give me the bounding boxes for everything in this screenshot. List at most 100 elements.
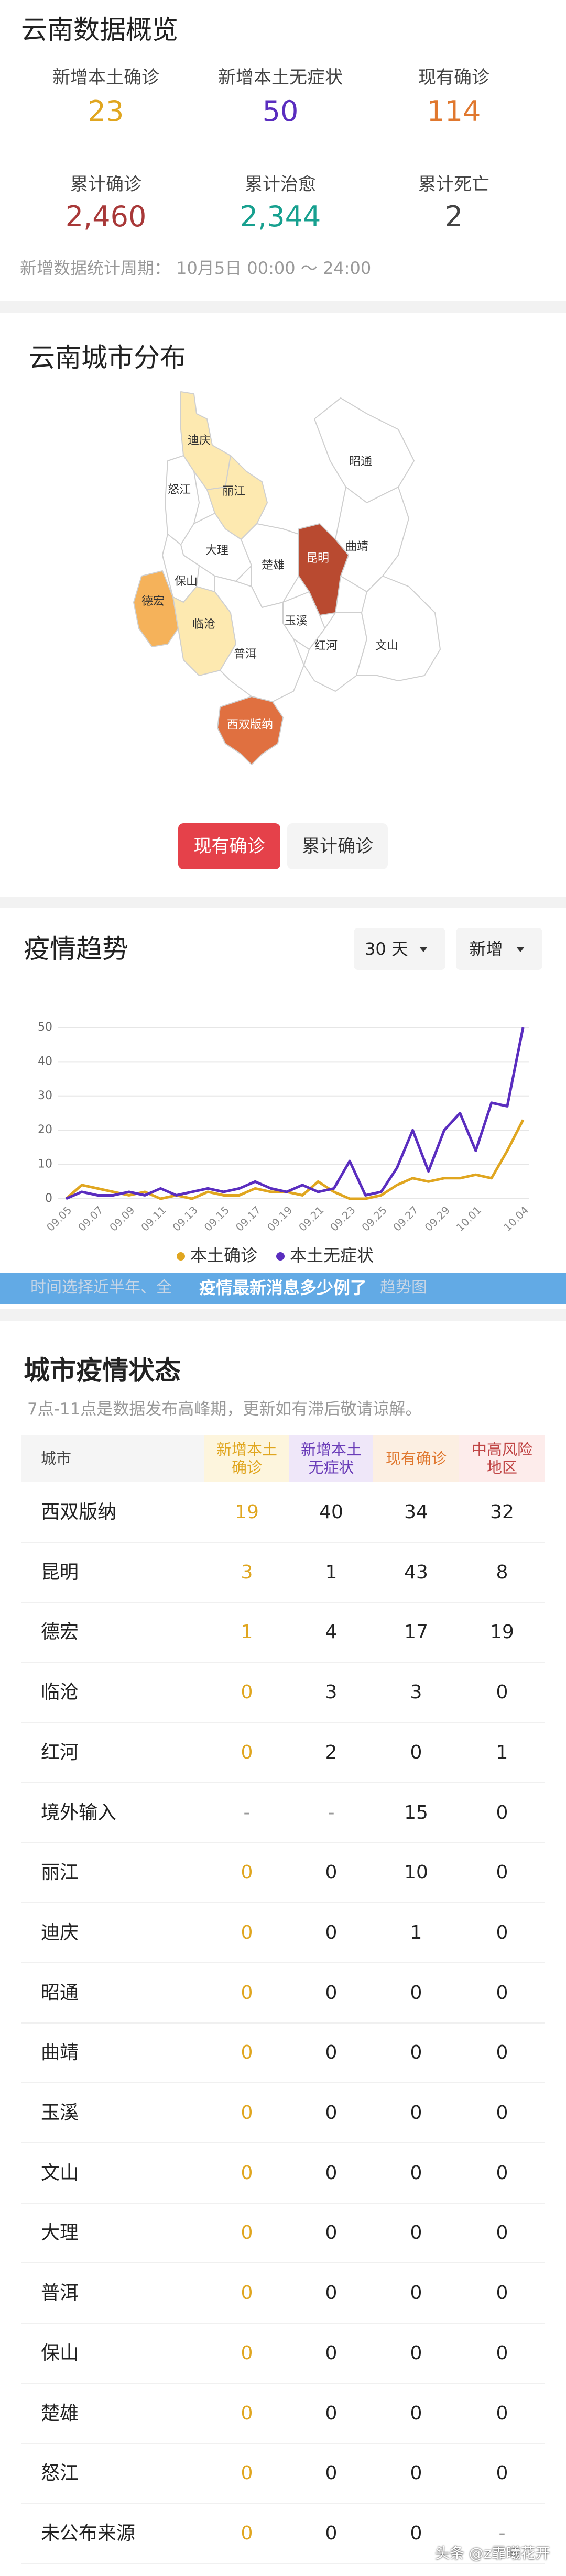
table-cell: 0	[496, 2342, 508, 2364]
stat-label: 新增本土确诊	[52, 67, 159, 88]
table-cell: 0	[241, 2222, 253, 2244]
region-label: 德宏	[142, 595, 165, 608]
table-header-text: 新增本土确诊	[216, 1441, 277, 1476]
stat-value: 50	[262, 95, 299, 128]
table-subtitle: 7点-11点是数据发布高峰期，更新如有滞后敬请谅解。	[27, 1400, 422, 1419]
table-cell: 40	[319, 1501, 343, 1523]
x-tick-label: 09.23	[328, 1203, 357, 1233]
table-cell: 0	[241, 2282, 253, 2304]
table-cell: 西双版纳	[41, 1501, 117, 1523]
region-label: 昆明	[306, 552, 329, 565]
banner[interactable]	[0, 1273, 566, 1304]
region-label: 迪庆	[188, 434, 211, 447]
region	[241, 523, 299, 608]
mode-dropdown[interactable]	[456, 928, 542, 970]
table-cell: 17	[404, 1621, 428, 1643]
table-cell: 0	[496, 2162, 508, 2184]
table-cell: 普洱	[41, 2282, 79, 2304]
region-label: 临沧	[192, 618, 215, 631]
table-cell: 4	[325, 1621, 338, 1643]
table-cell: 0	[410, 2102, 422, 2124]
region-label: 红河	[314, 639, 338, 653]
region-label: 文山	[375, 639, 398, 653]
x-tick-label: 10.04	[501, 1203, 531, 1233]
table-cell: 0	[410, 2522, 422, 2544]
separator	[0, 897, 566, 908]
stat-label: 累计确诊	[70, 174, 142, 195]
table-cell: 0	[241, 1862, 253, 1884]
table-cell: 0	[496, 1921, 508, 1943]
table-cell: 0	[410, 2282, 422, 2304]
table-cell: 0	[410, 1982, 422, 2004]
row-divider	[21, 1902, 545, 1904]
table-cell: 10	[404, 1862, 428, 1884]
legend-label: 本土无症状	[290, 1245, 374, 1265]
x-tick-label: 09.21	[296, 1203, 326, 1233]
table-cell: 0	[241, 2522, 253, 2544]
table-cell: 0	[496, 1801, 508, 1823]
x-tick-label: 09.27	[390, 1203, 420, 1233]
stat-value: 2,460	[65, 200, 147, 233]
table-cell: 0	[241, 2162, 253, 2184]
stat-value: 23	[88, 95, 124, 128]
x-tick-label: 09.07	[75, 1203, 105, 1233]
table-cell: 2	[325, 1741, 338, 1763]
table-cell: 0	[241, 2042, 253, 2064]
stat-value: 2	[444, 200, 463, 233]
table-header-text: 现有确诊	[385, 1450, 447, 1467]
table-cell: 曲靖	[41, 2042, 79, 2064]
region-label: 西双版纳	[227, 718, 273, 732]
x-tick-label: 09.05	[44, 1203, 74, 1233]
table-cell: 丽江	[41, 1862, 79, 1884]
table-cell: 32	[490, 1501, 514, 1523]
table-cell: 0	[325, 1862, 338, 1884]
x-tick-label: 09.13	[170, 1203, 200, 1233]
table-cell: 未公布来源	[41, 2522, 136, 2544]
table-cell: 大理	[41, 2222, 79, 2244]
trend-note: 趋势图	[380, 1278, 427, 1297]
table-cell: 0	[410, 2342, 422, 2364]
table-header-text: 城市	[41, 1450, 72, 1467]
table-cell: 0	[241, 2342, 253, 2364]
stat-value: 114	[427, 95, 481, 128]
table-cell: 0	[325, 2402, 338, 2424]
table-header-text: 新增本土无症状	[300, 1441, 362, 1476]
row-divider	[21, 1542, 545, 1543]
y-tick-label: 50	[38, 1021, 52, 1034]
series-line	[65, 1119, 525, 1200]
table-cell: -	[243, 1801, 251, 1823]
legend-label: 本土确诊	[190, 1245, 257, 1265]
x-tick-label: 09.17	[233, 1203, 263, 1233]
row-divider	[21, 1842, 545, 1843]
y-tick-label: 10	[38, 1158, 52, 1171]
table-cell: 0	[410, 1741, 422, 1763]
table-cell: 玉溪	[41, 2102, 79, 2124]
table-cell: 0	[410, 2162, 422, 2184]
map-button[interactable]: 现有确诊	[178, 823, 280, 869]
row-divider	[21, 2382, 545, 2384]
table-cell: 临沧	[41, 1682, 79, 1704]
x-tick-label: 09.19	[265, 1203, 295, 1233]
map-button[interactable]: 累计确诊	[287, 823, 388, 869]
section-title: 疫情趋势	[24, 934, 128, 964]
table-cell: 0	[241, 1982, 253, 2004]
region	[314, 397, 415, 503]
table-cell: 3	[241, 1561, 253, 1583]
row-divider	[21, 2142, 545, 2143]
range-dropdown[interactable]	[354, 928, 445, 970]
table-cell: 19	[235, 1501, 259, 1523]
table-cell: 0	[325, 1921, 338, 1943]
table-cell: 3	[410, 1682, 422, 1704]
table-header-cell: 现有确诊	[373, 1435, 459, 1482]
region-label: 玉溪	[285, 615, 308, 628]
table-cell: 昆明	[41, 1561, 79, 1583]
banner-text[interactable]: 疫情最新消息多少例了	[199, 1278, 367, 1298]
table-cell: 0	[325, 2342, 338, 2364]
table-cell: 0	[325, 2102, 338, 2124]
table-cell: 0	[496, 1982, 508, 2004]
row-divider	[21, 1601, 545, 1603]
section-title: 云南城市分布	[29, 342, 186, 373]
table-cell: 楚雄	[41, 2402, 79, 2424]
x-tick-label: 09.15	[202, 1203, 232, 1233]
